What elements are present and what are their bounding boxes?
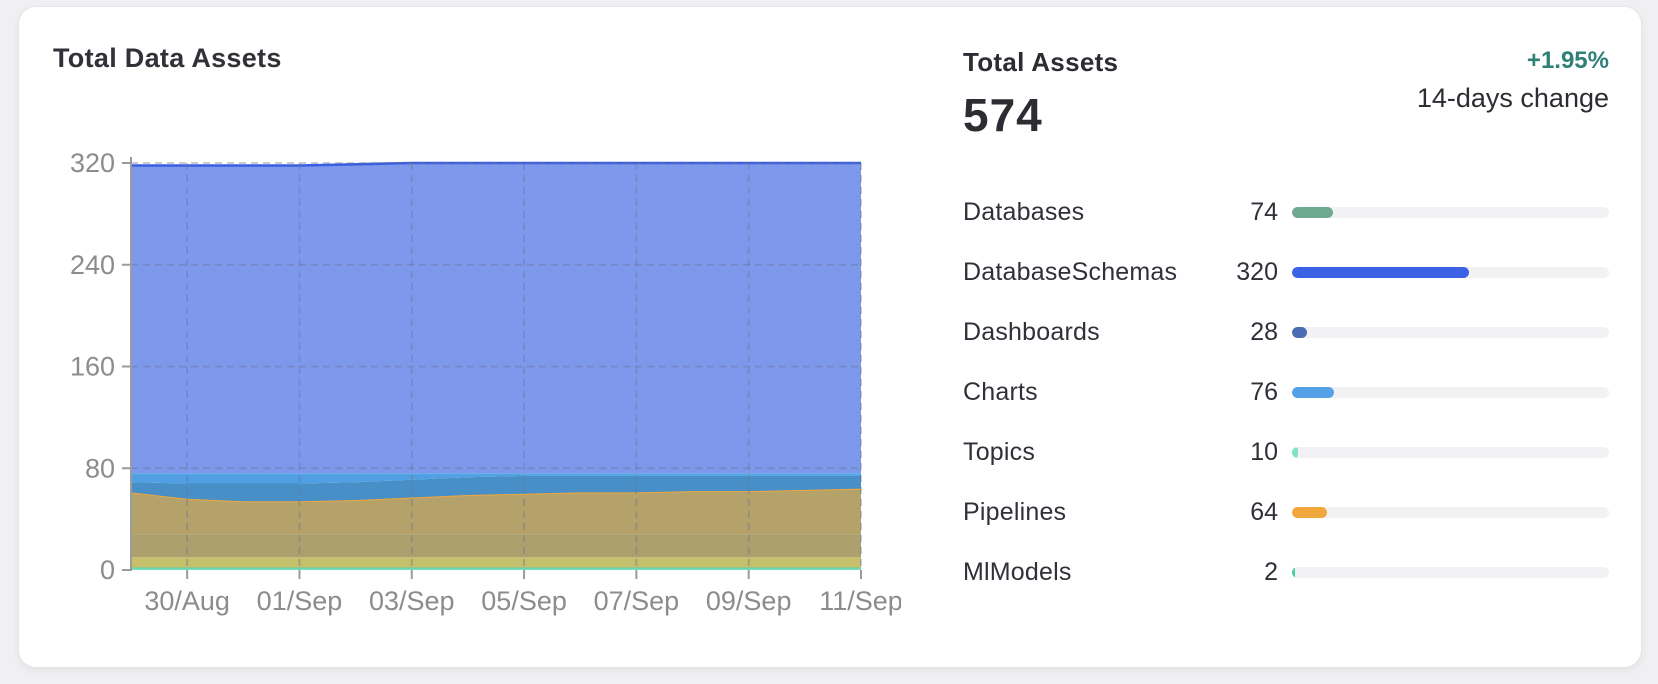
x-tick-label: 09/Sep: [706, 586, 792, 616]
asset-label: Charts: [963, 378, 1038, 406]
change-caption: 14-days change: [1416, 83, 1609, 113]
asset-row-databases: Databases 74: [963, 197, 1609, 228]
asset-row-dashboards: Dashboards 28: [963, 317, 1609, 348]
area-band-pipelines: [131, 488, 861, 535]
asset-count: 64: [1250, 498, 1278, 526]
asset-label: Topics: [963, 438, 1036, 466]
asset-progress-fill: [1292, 567, 1295, 578]
asset-progress-track: [1292, 327, 1609, 338]
y-tick-label: 0: [100, 555, 115, 585]
asset-progress-fill: [1292, 207, 1333, 218]
asset-count: 76: [1250, 378, 1278, 406]
y-tick-label: 80: [85, 453, 115, 483]
asset-label: Dashboards: [963, 318, 1100, 346]
total-data-assets-area-chart: 0 80 160 240 320 30/Aug 01/Sep 03/Sep 05/Sep 07/S…: [70, 148, 901, 616]
summary-section: Total Assets 574 +1.95% 14-days change D…: [963, 47, 1609, 617]
asset-progress-track: [1292, 267, 1609, 278]
y-tick-label: 320: [70, 148, 115, 178]
area-band-charts: [131, 473, 861, 484]
asset-progress-fill: [1292, 267, 1469, 278]
chart-title: Total Data Assets: [53, 43, 282, 73]
asset-row-charts: Charts 76: [963, 377, 1609, 408]
asset-label: MlModels: [963, 558, 1072, 586]
total-assets-value: 574: [963, 89, 1043, 141]
area-line-databaseschemas: [131, 161, 861, 167]
asset-breakdown-list: Databases 74 DatabaseSchemas 320 Dashboards 2…: [963, 197, 1609, 588]
asset-label: Pipelines: [963, 498, 1067, 526]
area-band-topics: [131, 557, 861, 568]
asset-progress-fill: [1292, 327, 1308, 338]
asset-label: DatabaseSchemas: [963, 258, 1178, 286]
asset-progress-track: [1292, 207, 1609, 218]
x-tick-label: 11/Sep: [819, 586, 901, 616]
area-band-databaseschemas: [131, 163, 861, 474]
chart-section: Total Data Assets 0 80 160 240 320 30/Aug 01/S…: [19, 7, 945, 667]
asset-progress-fill: [1292, 447, 1298, 458]
asset-progress-track: [1292, 567, 1609, 578]
y-tick-label: 160: [70, 352, 115, 382]
asset-progress-track: [1292, 507, 1609, 518]
asset-progress-track: [1292, 387, 1609, 398]
x-tick-label: 30/Aug: [144, 586, 230, 616]
x-tick-label: 01/Sep: [257, 586, 343, 616]
summary-header: Total Assets 574 +1.95% 14-days change: [963, 47, 1609, 142]
asset-label: Databases: [963, 198, 1085, 226]
asset-count: 2: [1264, 558, 1278, 586]
x-tick-label: 05/Sep: [481, 586, 567, 616]
asset-progress-fill: [1292, 507, 1328, 518]
asset-row-pipelines: Pipelines 64: [963, 497, 1609, 528]
asset-row-mlmodels: MlModels 2: [963, 557, 1609, 588]
area-band-databases: [131, 475, 861, 502]
asset-progress-fill: [1292, 387, 1334, 398]
asset-count: 320: [1236, 258, 1278, 286]
y-tick-label: 240: [70, 250, 115, 280]
asset-row-databaseschemas: DatabaseSchemas 320: [963, 257, 1609, 288]
total-data-assets-card: Total Data Assets 0 80 160 240 320 30/Aug 01/S…: [18, 6, 1642, 668]
asset-count: 10: [1250, 438, 1278, 466]
summary-title: Total Assets: [963, 47, 1119, 77]
asset-progress-track: [1292, 447, 1609, 458]
change-percent: +1.95%: [1526, 47, 1609, 74]
asset-count: 74: [1250, 198, 1278, 226]
asset-row-topics: Topics 10: [963, 437, 1609, 468]
x-tick-label: 07/Sep: [594, 586, 680, 616]
x-tick-label: 03/Sep: [369, 586, 455, 616]
asset-count: 28: [1250, 318, 1278, 346]
area-band-dashboards: [131, 534, 861, 558]
